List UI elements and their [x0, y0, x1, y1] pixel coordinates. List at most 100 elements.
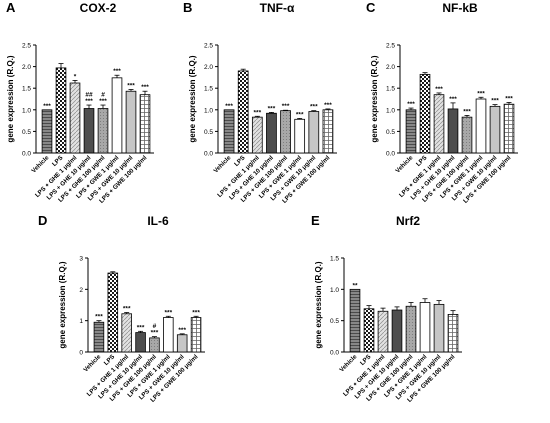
chart-title: TNF-α — [260, 1, 295, 15]
bar — [447, 108, 459, 154]
significance-label: *** — [225, 103, 233, 110]
y-tick-label: 0.5 — [204, 129, 213, 136]
bar — [308, 111, 320, 154]
significance-label: *** — [85, 98, 93, 105]
significance-label: *** — [43, 103, 51, 110]
bar — [111, 77, 123, 154]
x-tick-label: Vehicle — [82, 353, 102, 373]
significance-label: ## — [85, 92, 93, 99]
significance-label: # — [101, 92, 105, 99]
y-tick-label: 1.0 — [22, 107, 31, 114]
bar — [237, 70, 249, 154]
y-tick-label: 1.5 — [22, 86, 31, 93]
y-tick-label: 0 — [79, 350, 83, 357]
bar — [41, 109, 53, 154]
significance-label: *** — [296, 111, 304, 118]
x-tick-label: Vehicle — [338, 353, 358, 373]
y-tick-label: 0.5 — [330, 318, 339, 325]
y-tick-label: 1.0 — [204, 107, 213, 114]
y-tick-label: 1.5 — [386, 86, 395, 93]
significance-label: *** — [254, 109, 262, 116]
chart-title: COX-2 — [80, 1, 117, 15]
y-tick-label: 2.5 — [386, 43, 395, 50]
significance-label: *** — [310, 104, 318, 111]
significance-label: ** — [352, 282, 358, 289]
y-axis-label: gene expression (R.Q.) — [188, 55, 197, 142]
panel-d: D IL-6 gene expression (R.Q.) 0 1 2 3 *** Vehicl… — [38, 213, 205, 404]
significance-label: # — [153, 323, 157, 330]
y-tick-label: 0.0 — [204, 151, 213, 158]
bar — [83, 108, 95, 154]
bar — [190, 317, 202, 353]
bar — [280, 110, 291, 154]
bar — [55, 67, 67, 154]
bar — [69, 82, 81, 154]
significance-label: * — [74, 73, 77, 80]
panel-tag: D — [38, 213, 47, 228]
y-tick-label: 1.0 — [330, 287, 339, 294]
bar — [322, 109, 334, 154]
bar — [251, 116, 263, 154]
significance-label: *** — [192, 309, 200, 316]
bar — [163, 317, 174, 353]
y-axis-label: gene expression (R.Q.) — [6, 55, 15, 142]
y-tick-label: 2.0 — [386, 64, 395, 71]
bar — [135, 332, 146, 353]
bar — [433, 303, 445, 353]
bar — [405, 109, 417, 154]
y-axis-label: gene expression (R.Q.) — [58, 261, 67, 348]
panel-a: A COX-2 gene expression (R.Q.) 0.0 0.5 1.0 1.5… — [6, 0, 154, 205]
bar — [419, 73, 431, 154]
y-axis-label: gene expression (R.Q.) — [314, 261, 323, 348]
significance-label: *** — [449, 96, 457, 103]
bar — [363, 308, 375, 353]
significance-label: *** — [165, 309, 173, 316]
bar — [377, 310, 389, 353]
significance-label: *** — [141, 84, 149, 91]
bar — [349, 288, 361, 353]
y-tick-label: 1.0 — [386, 107, 395, 114]
panel-tag: A — [6, 0, 16, 15]
bar — [447, 313, 459, 353]
x-tick-label: Vehicle — [212, 154, 232, 174]
significance-label: *** — [505, 95, 513, 102]
bar — [433, 94, 445, 154]
y-tick-label: 3 — [79, 256, 83, 263]
bar — [503, 103, 515, 154]
panel-e: E Nrf2 gene expression (R.Q.) 0.0 0.5 1.0 1.5 *… — [311, 213, 462, 404]
panel-tag: E — [311, 213, 320, 228]
x-tick-label: Vehicle — [394, 154, 414, 174]
bar — [107, 272, 119, 353]
significance-label: *** — [95, 314, 103, 321]
significance-label: *** — [137, 324, 145, 331]
bar — [121, 313, 132, 353]
panel-tag: C — [366, 0, 376, 15]
bar — [176, 334, 188, 353]
bar — [419, 302, 431, 353]
y-tick-label: 2 — [79, 287, 83, 294]
bar — [461, 116, 473, 154]
bar — [475, 98, 487, 154]
bar — [391, 309, 403, 353]
significance-label: *** — [178, 327, 186, 334]
significance-label: *** — [282, 103, 290, 110]
significance-label: *** — [151, 330, 159, 337]
significance-label: *** — [99, 98, 107, 105]
panel-c: C NF-kB gene expression (R.Q.) 0.0 0.5 1.0 1.5… — [366, 0, 518, 205]
chart-title: Nrf2 — [396, 214, 420, 228]
panel-b: B TNF-α gene expression (R.Q.) 0.0 0.5 1.0 1.5… — [183, 0, 337, 205]
bar — [149, 337, 160, 353]
y-axis-label: gene expression (R.Q.) — [370, 55, 379, 142]
y-tick-label: 0.0 — [330, 350, 339, 357]
bar — [93, 321, 105, 353]
bar — [405, 305, 417, 353]
y-tick-label: 2.0 — [204, 64, 213, 71]
significance-label: *** — [463, 108, 471, 115]
y-tick-label: 0.0 — [386, 151, 395, 158]
bar — [223, 109, 235, 154]
bar — [266, 112, 277, 154]
significance-label: *** — [477, 90, 485, 97]
bar — [294, 118, 306, 154]
chart-title: NF-kB — [442, 1, 478, 15]
